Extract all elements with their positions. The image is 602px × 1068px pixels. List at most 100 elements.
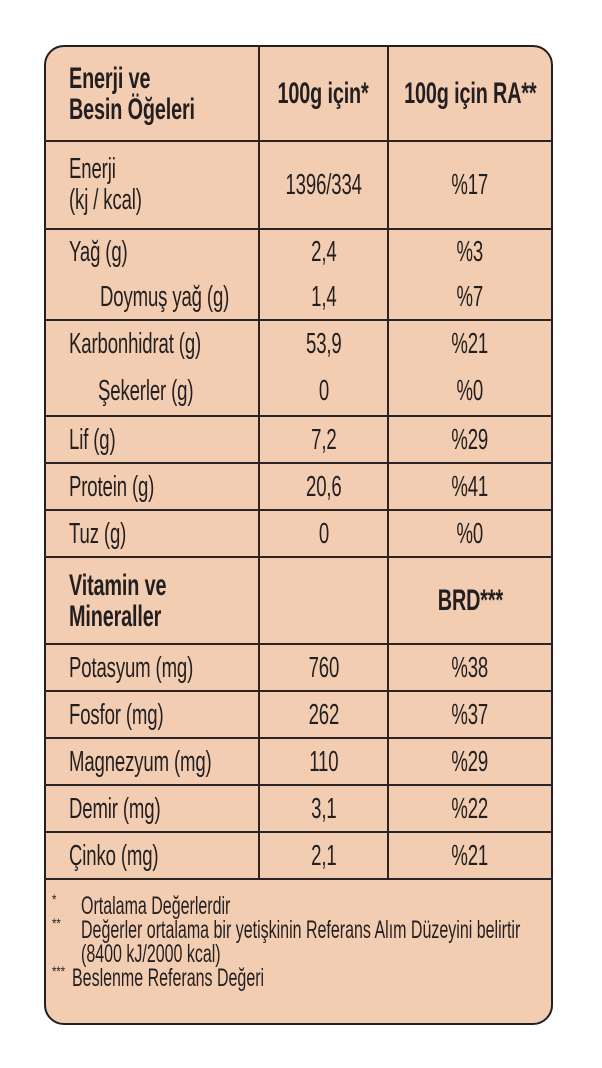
- row-fat-label: Yağ (g): [44, 230, 258, 274]
- row-salt-value: 0: [260, 511, 387, 556]
- fat-value: 2,4: [310, 236, 337, 268]
- row-protein-label: Protein (g): [44, 464, 258, 509]
- protein-value: 20,6: [305, 470, 342, 503]
- row-phosphorus-value: 262: [260, 692, 387, 737]
- footnote-text: (8400 kJ/2000 kcal): [81, 940, 221, 968]
- carbohydrate-value: 53,9: [305, 328, 342, 360]
- row-saturated-fat-label: Doymuş yağ (g): [44, 274, 258, 319]
- energy-ra: %17: [451, 169, 489, 201]
- row-divider: [44, 556, 553, 558]
- fiber-label: Lif (g): [69, 423, 116, 456]
- sugars-ra: %0: [456, 375, 484, 407]
- row-zinc-ra: %21: [389, 833, 551, 878]
- mineral-value: 3,1: [310, 792, 337, 825]
- protein-ra: %41: [451, 470, 489, 503]
- mineral-ra: %29: [451, 745, 489, 778]
- row-saturated-fat-ra: %7: [389, 274, 551, 319]
- vitamins-minerals-header: Vitamin ve Mineraller: [44, 558, 258, 643]
- row-zinc-label: Çinko (mg): [44, 833, 258, 878]
- column-divider: [258, 45, 260, 880]
- row-energy-ra: %17: [389, 142, 551, 228]
- sugars-value: 0: [318, 375, 329, 407]
- column-divider: [387, 45, 389, 880]
- footnotes: * Ortalama Değerlerdir ** Değerler ortal…: [50, 891, 590, 992]
- footnote-reference-intake: ** Değerler ortalama bir yetişkinin Refe…: [50, 915, 590, 944]
- row-fiber-value: 7,2: [260, 417, 387, 462]
- vitamins-header-brd: BRD***: [389, 558, 551, 643]
- row-sugars-value: 0: [260, 367, 387, 415]
- row-protein-value: 20,6: [260, 464, 387, 509]
- row-magnesium-value: 110: [260, 739, 387, 784]
- vitamins-header-col2: [260, 558, 387, 643]
- row-divider: [44, 509, 553, 511]
- mineral-value: 2,1: [310, 839, 337, 872]
- energy-label-line2: (kj / kcal): [69, 184, 142, 216]
- row-carbohydrate-ra: %21: [389, 321, 551, 367]
- fiber-value: 7,2: [310, 423, 337, 456]
- saturated-fat-ra: %7: [456, 280, 484, 313]
- row-divider: [44, 415, 553, 417]
- footnote-kcal: (8400 kJ/2000 kcal): [50, 940, 590, 968]
- footnote-text: Değerler ortalama bir yetişkinin Referan…: [81, 916, 521, 944]
- row-magnesium-label: Magnezyum (mg): [44, 739, 258, 784]
- salt-ra: %0: [456, 517, 484, 550]
- mineral-value: 262: [308, 698, 339, 731]
- row-saturated-fat-value: 1,4: [260, 274, 387, 319]
- row-sugars-ra: %0: [389, 367, 551, 415]
- energy-value: 1396/334: [285, 169, 362, 201]
- fat-label: Yağ (g): [69, 236, 128, 268]
- row-iron-value: 3,1: [260, 786, 387, 831]
- row-sugars-label: Şekerler (g): [44, 367, 258, 415]
- mineral-ra: %37: [451, 698, 489, 731]
- row-divider: [44, 643, 553, 645]
- mineral-ra: %38: [451, 651, 489, 684]
- mineral-ra: %21: [451, 839, 489, 872]
- carbohydrate-ra: %21: [451, 328, 489, 360]
- header-nutrients-line2: Besin Öğeleri: [69, 92, 195, 126]
- row-potassium-value: 760: [260, 645, 387, 690]
- fiber-ra: %29: [451, 423, 489, 456]
- footnote-average: * Ortalama Değerlerdir: [50, 891, 590, 919]
- mineral-label: Potasyum (mg): [69, 651, 194, 684]
- row-phosphorus-ra: %37: [389, 692, 551, 737]
- brd-label: BRD***: [437, 583, 503, 617]
- footnote-text: Beslenme Referans Değeri: [72, 964, 265, 992]
- row-divider: [44, 140, 553, 142]
- mineral-ra: %22: [451, 792, 489, 825]
- salt-value: 0: [318, 517, 329, 550]
- vitamins-header-line2: Mineraller: [69, 599, 162, 633]
- row-divider: [44, 878, 553, 880]
- row-divider: [44, 784, 553, 786]
- footnote-mark: **: [52, 915, 61, 931]
- row-iron-label: Demir (mg): [44, 786, 258, 831]
- row-protein-ra: %41: [389, 464, 551, 509]
- row-divider: [44, 319, 553, 321]
- row-divider: [44, 690, 553, 692]
- footnote-mark: ***: [52, 963, 66, 979]
- mineral-value: 760: [308, 651, 339, 684]
- row-zinc-value: 2,1: [260, 833, 387, 878]
- saturated-fat-label: Doymuş yağ (g): [100, 280, 230, 313]
- mineral-label: Magnezyum (mg): [69, 745, 212, 778]
- row-divider: [44, 737, 553, 739]
- fat-ra: %3: [456, 236, 484, 268]
- energy-label-line1: Enerji: [69, 153, 116, 185]
- row-potassium-label: Potasyum (mg): [44, 645, 258, 690]
- mineral-label: Çinko (mg): [69, 839, 159, 872]
- protein-label: Protein (g): [69, 470, 155, 503]
- footnote-mark: *: [52, 891, 57, 907]
- header-nutrients-line1: Enerji ve: [69, 61, 151, 95]
- header-ra-label: 100g için RA**: [403, 76, 537, 110]
- carbohydrate-label: Karbonhidrat (g): [69, 328, 202, 360]
- header-per-100g: 100g için*: [260, 47, 387, 140]
- row-fiber-label: Lif (g): [44, 417, 258, 462]
- saturated-fat-value: 1,4: [310, 280, 337, 313]
- row-phosphorus-label: Fosfor (mg): [44, 692, 258, 737]
- mineral-label: Fosfor (mg): [69, 698, 164, 731]
- row-divider: [44, 462, 553, 464]
- vitamins-header-line1: Vitamin ve: [69, 568, 167, 602]
- salt-label: Tuz (g): [69, 517, 127, 550]
- row-potassium-ra: %38: [389, 645, 551, 690]
- mineral-label: Demir (mg): [69, 792, 161, 825]
- footnote-brd: *** Beslenme Referans Değeri: [50, 963, 590, 992]
